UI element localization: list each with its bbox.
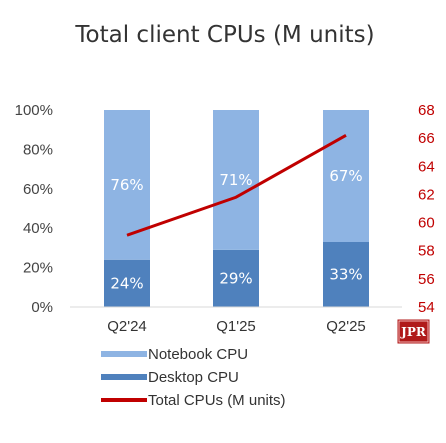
bars-group: 24% 76% 29% 71% 33% 67% <box>70 110 402 308</box>
left-tick-label: 100% <box>15 102 53 119</box>
logo-text: JPR <box>400 325 427 339</box>
right-axis: 54 56 58 60 62 64 66 68 <box>418 102 435 316</box>
bar-desktop-cpu <box>213 249 259 307</box>
bar-notebook-cpu <box>213 110 259 250</box>
category-axis: Q2'24 Q1'25 Q2'25 <box>107 318 366 335</box>
left-tick-label: 60% <box>23 181 53 198</box>
right-tick-label: 54 <box>418 299 435 316</box>
left-axis: 0% 20% 40% 60% 80% 100% <box>15 102 53 316</box>
right-tick-label: 56 <box>418 271 435 288</box>
line-series-group <box>126 134 347 237</box>
data-label-notebook: 76% <box>110 176 143 194</box>
right-tick-label: 60 <box>418 215 435 232</box>
logo-inner-border <box>398 320 429 343</box>
jpr-logo: JPR <box>396 318 431 345</box>
legend: Notebook CPU Desktop CPU Total CPUs (M uni… <box>101 346 286 409</box>
category-label: Q2'25 <box>326 318 366 335</box>
data-label-desktop: 29% <box>219 269 252 287</box>
category-label: Q1'25 <box>216 318 256 335</box>
right-tick-label: 68 <box>418 102 435 119</box>
left-tick-label: 20% <box>23 260 53 277</box>
right-tick-label: 64 <box>418 158 435 175</box>
left-tick-label: 80% <box>23 141 53 158</box>
data-label-notebook: 71% <box>219 171 252 189</box>
data-label-desktop: 33% <box>329 265 362 283</box>
category-label: Q2'24 <box>107 318 147 335</box>
right-tick-label: 58 <box>418 243 435 260</box>
right-tick-label: 66 <box>418 130 435 147</box>
legend-swatch-desktop <box>101 374 147 380</box>
right-tick-label: 62 <box>418 186 435 203</box>
bar-notebook-cpu <box>323 110 369 242</box>
chart-title: Total client CPUs (M units) <box>74 22 374 48</box>
data-label-notebook: 67% <box>329 167 362 185</box>
legend-label-notebook: Notebook CPU <box>148 346 248 363</box>
left-tick-label: 40% <box>23 220 53 237</box>
bar-desktop-cpu <box>323 241 369 307</box>
legend-label-desktop: Desktop CPU <box>148 369 239 386</box>
bar-desktop-cpu <box>104 259 150 307</box>
logo-box <box>396 318 431 345</box>
legend-label-total: Total CPUs (M units) <box>148 392 286 409</box>
legend-swatch-notebook <box>101 351 147 357</box>
data-label-desktop: 24% <box>110 274 143 292</box>
left-tick-label: 0% <box>31 299 53 316</box>
